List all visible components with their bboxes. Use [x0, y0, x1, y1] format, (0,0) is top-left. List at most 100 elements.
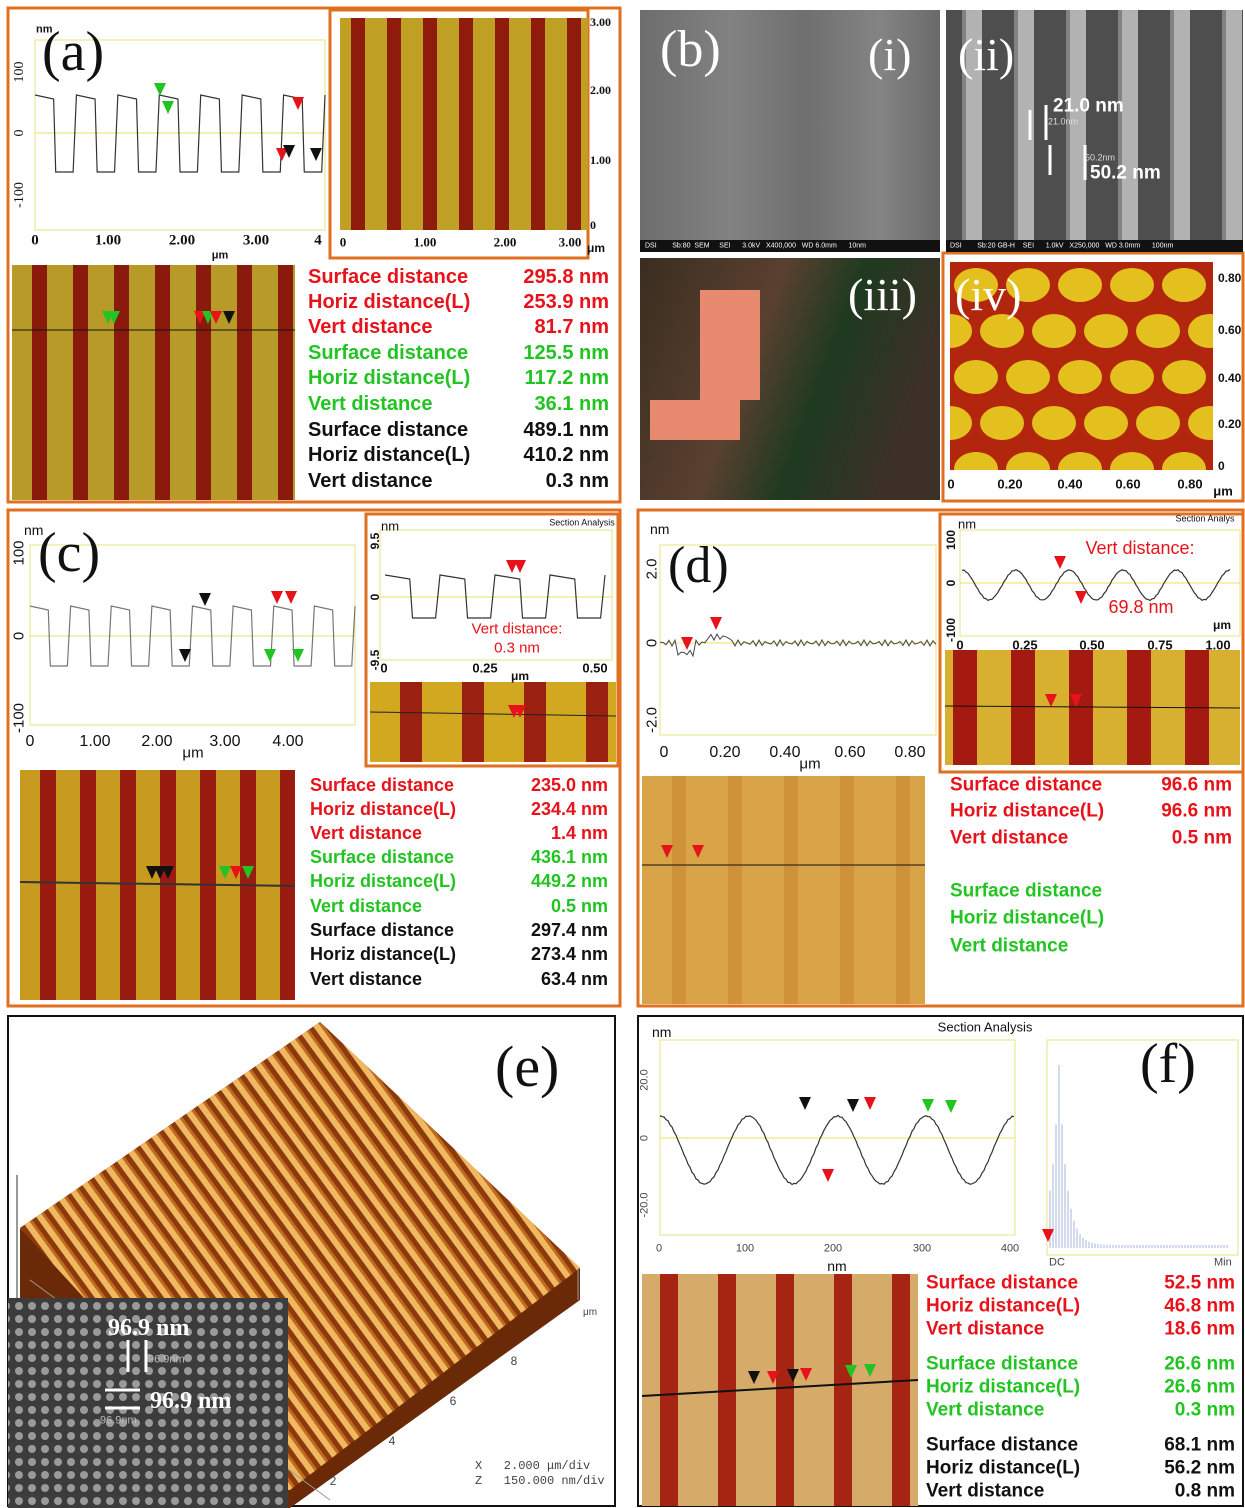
scale-note: X 2.000 μm/div — [475, 1460, 590, 1472]
measurement-label: Horiz distance(L) — [926, 1297, 1080, 1316]
tick-label: 0 — [645, 639, 660, 647]
measurement-label: Vert distance — [950, 937, 1068, 956]
annotation: 21.0nm — [1048, 118, 1078, 127]
afm-image — [370, 682, 616, 762]
tick-label: 2 — [330, 1475, 337, 1487]
tick-label: 0.60 — [1115, 478, 1140, 491]
measurement-label: Vert distance — [310, 897, 422, 915]
afm-image — [12, 265, 295, 500]
measurement-value: 253.9 nm — [523, 292, 609, 312]
measurement-label: Surface distance — [310, 776, 454, 794]
tick-label: 2.00 — [169, 234, 195, 249]
measurement-label: Horiz distance(L) — [308, 292, 470, 312]
tick-label: 0 — [660, 745, 669, 761]
measurement-label: Vert distance — [308, 394, 433, 414]
measurement-value: 235.0 nm — [531, 776, 608, 794]
measurement-label: Vert distance — [308, 317, 433, 337]
measurement-label: Horiz distance(L) — [310, 800, 456, 818]
panel-label: (d) — [668, 540, 729, 592]
annotation: 21.0 nm — [1053, 97, 1124, 116]
measurement-label: Horiz distance(L) — [950, 909, 1104, 928]
annotation: 0.3 nm — [494, 641, 540, 656]
panel-label: (i) — [868, 32, 911, 78]
axis-unit: μm — [583, 1308, 597, 1318]
axis-unit: nm — [650, 522, 669, 536]
tick-label: 100 — [736, 1244, 754, 1255]
measurement-value: 436.1 nm — [531, 848, 608, 866]
measurement-label: Horiz distance(L) — [310, 945, 456, 963]
measurement-value: 297.4 nm — [531, 921, 608, 939]
tick-label: 2.00 — [141, 734, 172, 750]
plot-title: Section Analys — [1175, 515, 1234, 524]
annotation: 96.9 nm — [150, 1389, 231, 1413]
tick-label: 8 — [511, 1355, 518, 1367]
tick-label: 2.0 — [645, 559, 660, 580]
annotation: 50.2 nm — [1090, 164, 1161, 183]
measurement-value: 0.5 nm — [1172, 829, 1232, 848]
panel-label: (b) — [660, 24, 721, 76]
tick-label: 200 — [824, 1244, 842, 1255]
sem-footer: DSI Sb:20 GB-H SEI 1.0kV X250,000 WD 3.0… — [950, 243, 1173, 250]
tick-label: 0 — [656, 1244, 662, 1255]
tick-label: 0.60 — [1218, 324, 1241, 336]
measurement-label: Surface distance — [926, 1436, 1078, 1455]
measurement-label: Horiz distance(L) — [308, 445, 470, 465]
measurement-label: Horiz distance(L) — [310, 872, 456, 890]
tick-label: 0 — [947, 478, 954, 491]
tick-label: 0.80 — [1218, 272, 1241, 284]
tick-label: 4 — [314, 234, 322, 249]
tick-label: 0 — [640, 1135, 651, 1141]
tick-label: 100 — [12, 540, 27, 565]
plot-title: Section Analysis — [938, 1021, 1033, 1034]
measurement-label: Vert distance — [310, 970, 422, 988]
measurement-label: Surface distance — [308, 420, 468, 440]
tick-label: 0.25 — [1012, 639, 1037, 652]
tick-label: 3.00 — [243, 234, 269, 249]
tick-label: -2.0 — [645, 707, 660, 733]
tick-label: 0.80 — [894, 745, 925, 761]
measurement-value: 36.1 nm — [535, 394, 609, 414]
measurement-label: Horiz distance(L) — [926, 1459, 1080, 1478]
annotation: 50.2nm — [1085, 154, 1115, 163]
measurement-label: Surface distance — [308, 267, 468, 287]
measurement-value: 295.8 nm — [523, 267, 609, 287]
tick-label: 1.00 — [79, 734, 110, 750]
tick-label: 0 — [12, 632, 27, 640]
plot-title: Section Analysis — [549, 519, 615, 528]
label: DC — [1049, 1258, 1065, 1269]
tick-label: 0 — [956, 639, 963, 652]
axis-unit: μm — [182, 746, 203, 761]
tick-label: 0 — [1218, 460, 1225, 472]
tick-label: 0 — [340, 236, 347, 249]
measurement-value: 1.4 nm — [551, 824, 608, 842]
tick-label: 3.00 — [590, 16, 611, 28]
axis-unit: nm — [36, 25, 53, 36]
tick-label: 0.20 — [709, 745, 740, 761]
tick-label: 0 — [369, 594, 381, 601]
axis-unit: μm — [212, 251, 229, 262]
measurement-label: Surface distance — [310, 848, 454, 866]
tick-label: -20.0 — [640, 1192, 651, 1217]
axis-unit: nm — [958, 518, 976, 531]
tick-label: -100 — [13, 182, 27, 208]
measurement-label: Vert distance — [926, 1401, 1044, 1420]
label: Min — [1214, 1258, 1232, 1269]
axis-unit: nm — [381, 520, 399, 533]
tick-label: 2.00 — [590, 84, 611, 96]
panel-label: (e) — [495, 1038, 559, 1096]
measurement-value: 489.1 nm — [523, 420, 609, 440]
measurement-label: Surface distance — [926, 1274, 1078, 1293]
tick-label: 0.40 — [1057, 478, 1082, 491]
tick-label: -100 — [945, 618, 957, 642]
axis-unit: nm — [24, 523, 43, 537]
tick-label: 0 — [590, 219, 596, 231]
measurement-label: Vert distance — [950, 829, 1068, 848]
afm-image — [642, 776, 925, 1004]
measurement-label: Vert distance — [308, 471, 433, 491]
measurement-value: 273.4 nm — [531, 945, 608, 963]
measurement-label: Horiz distance(L) — [308, 368, 470, 388]
measurement-value: 410.2 nm — [523, 445, 609, 465]
tick-label: 400 — [1001, 1244, 1019, 1255]
tick-label: 0 — [13, 130, 27, 137]
measurement-value: 449.2 nm — [531, 872, 608, 890]
